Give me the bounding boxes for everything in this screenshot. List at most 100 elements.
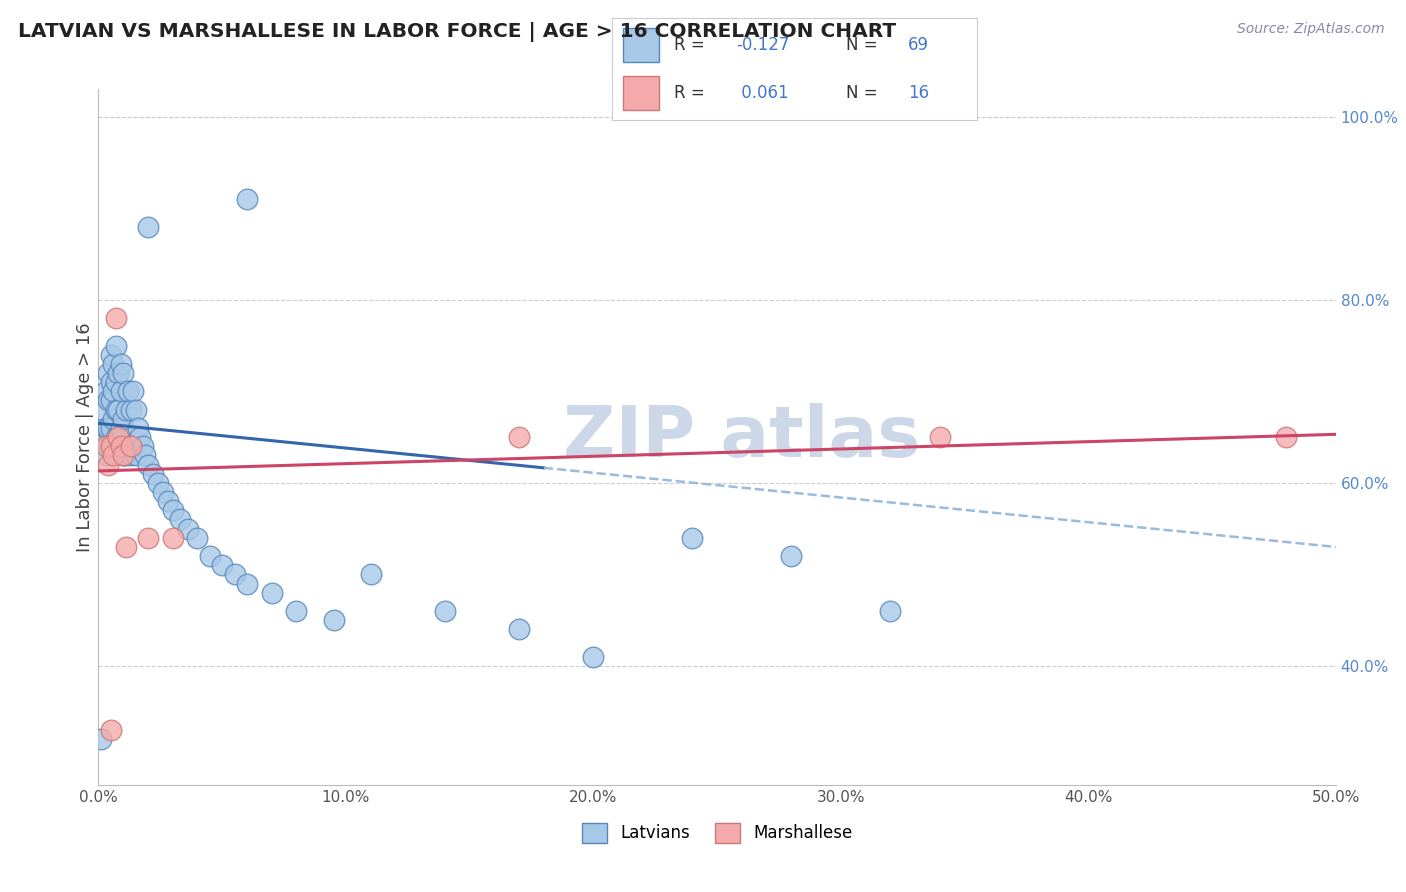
Point — [117, 439, 139, 453]
Point — [582, 649, 605, 664]
Point — [117, 384, 139, 399]
Point — [134, 449, 156, 463]
Point — [110, 421, 132, 435]
Point — [104, 402, 127, 417]
Text: 69: 69 — [908, 36, 929, 54]
Point — [114, 449, 136, 463]
Point — [100, 375, 122, 389]
Point — [103, 439, 125, 453]
Text: N =: N = — [845, 84, 883, 103]
Point — [1275, 430, 1298, 444]
Point — [129, 430, 152, 444]
Point — [107, 402, 129, 417]
Point — [94, 421, 117, 435]
Point — [146, 475, 169, 490]
Point — [120, 449, 142, 463]
Point — [97, 366, 120, 380]
Point — [100, 439, 122, 453]
Point — [132, 439, 155, 453]
Point — [236, 576, 259, 591]
Point — [681, 531, 703, 545]
Point — [433, 604, 456, 618]
Point — [260, 585, 283, 599]
Point — [104, 430, 127, 444]
Point — [928, 430, 950, 444]
Point — [110, 357, 132, 371]
Point — [124, 449, 146, 463]
Text: Source: ZipAtlas.com: Source: ZipAtlas.com — [1237, 22, 1385, 37]
Point — [136, 531, 159, 545]
Point — [100, 421, 122, 435]
Point — [107, 430, 129, 444]
Point — [780, 549, 803, 563]
Point — [122, 439, 145, 453]
Point — [103, 449, 125, 463]
Point — [103, 357, 125, 371]
Text: ZIP atlas: ZIP atlas — [564, 402, 921, 472]
Point — [100, 348, 122, 362]
Point — [112, 449, 135, 463]
Point — [112, 449, 135, 463]
Point — [114, 540, 136, 554]
Legend: Latvians, Marshallese: Latvians, Marshallese — [575, 816, 859, 850]
Point — [198, 549, 221, 563]
Point — [90, 732, 112, 747]
Point — [152, 485, 174, 500]
Point — [211, 558, 233, 573]
Point — [94, 449, 117, 463]
Point — [110, 439, 132, 453]
Point — [120, 402, 142, 417]
Point — [107, 430, 129, 444]
Point — [94, 384, 117, 399]
Point — [162, 503, 184, 517]
Bar — [623, 28, 659, 62]
Point — [97, 393, 120, 408]
Point — [120, 439, 142, 453]
Text: 16: 16 — [908, 84, 929, 103]
Point — [103, 411, 125, 425]
Point — [112, 411, 135, 425]
Point — [100, 723, 122, 737]
Point — [93, 402, 115, 417]
Point — [285, 604, 308, 618]
Point — [224, 567, 246, 582]
Point — [136, 458, 159, 472]
Point — [114, 402, 136, 417]
Bar — [623, 77, 659, 110]
Text: LATVIAN VS MARSHALLESE IN LABOR FORCE | AGE > 16 CORRELATION CHART: LATVIAN VS MARSHALLESE IN LABOR FORCE | … — [18, 22, 897, 42]
Point — [104, 375, 127, 389]
Point — [508, 430, 530, 444]
Point — [97, 439, 120, 453]
Point — [186, 531, 208, 545]
Text: R =: R = — [673, 36, 710, 54]
Point — [176, 522, 198, 536]
Point — [162, 531, 184, 545]
Point — [322, 613, 344, 627]
Point — [508, 623, 530, 637]
Point — [169, 512, 191, 526]
Text: N =: N = — [845, 36, 883, 54]
Text: -0.127: -0.127 — [735, 36, 789, 54]
Point — [136, 219, 159, 234]
Point — [156, 494, 179, 508]
Y-axis label: In Labor Force | Age > 16: In Labor Force | Age > 16 — [76, 322, 94, 552]
Point — [97, 458, 120, 472]
Point — [360, 567, 382, 582]
Point — [100, 393, 122, 408]
Point — [104, 311, 127, 326]
Text: R =: R = — [673, 84, 710, 103]
Point — [94, 439, 117, 453]
Point — [236, 192, 259, 206]
Point — [107, 366, 129, 380]
Point — [103, 384, 125, 399]
Point — [112, 366, 135, 380]
Point — [879, 604, 901, 618]
Point — [110, 384, 132, 399]
Point — [100, 439, 122, 453]
Point — [142, 467, 165, 481]
Point — [97, 421, 120, 435]
Point — [93, 430, 115, 444]
Point — [104, 338, 127, 352]
Text: 0.061: 0.061 — [735, 84, 789, 103]
Point — [124, 402, 146, 417]
